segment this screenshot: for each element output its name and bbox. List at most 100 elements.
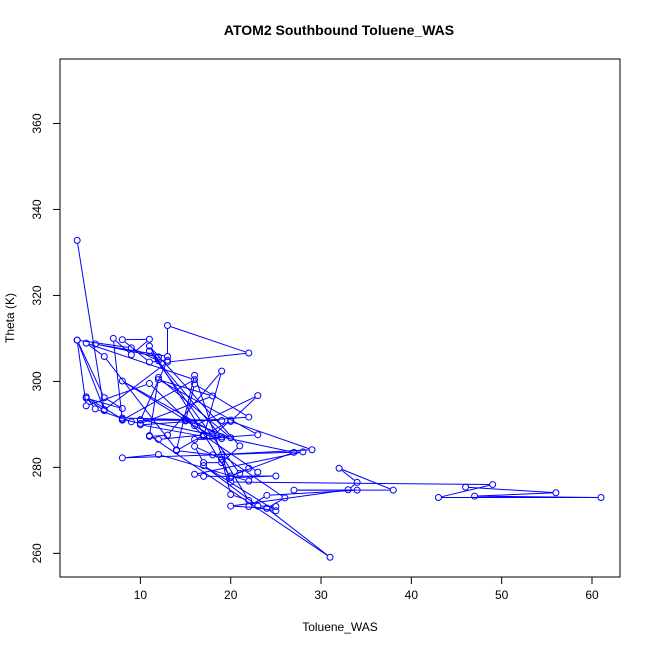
data-point <box>118 404 126 412</box>
data-point <box>145 380 153 388</box>
data-point <box>272 503 280 511</box>
y-tick-label: 340 <box>30 199 44 219</box>
data-point <box>100 394 108 402</box>
data-point <box>200 472 208 480</box>
data-point <box>191 376 199 384</box>
data-point <box>191 422 199 430</box>
series-segment <box>251 496 265 506</box>
data-point <box>100 352 108 360</box>
data-point <box>118 416 126 424</box>
series-segment <box>204 374 222 434</box>
data-point <box>118 336 126 344</box>
data-point <box>245 349 253 357</box>
series-segment <box>152 434 165 437</box>
plot-frame <box>59 58 621 578</box>
series-segment <box>77 243 105 408</box>
data-point <box>163 431 171 439</box>
data-point <box>227 417 235 425</box>
series-segment <box>234 481 490 486</box>
data-point <box>91 340 99 348</box>
y-tick-label: 320 <box>30 285 44 305</box>
data-point <box>218 367 226 375</box>
data-point <box>227 478 235 486</box>
y-axis: 260 280 300 320 340 360 <box>30 113 61 563</box>
series-segment <box>185 387 195 418</box>
data-point <box>118 414 126 422</box>
data-point <box>281 494 289 502</box>
series-segment <box>197 434 255 440</box>
data-point <box>290 448 298 456</box>
data-point <box>191 470 199 478</box>
data-point <box>335 464 343 472</box>
data-point <box>191 380 199 388</box>
x-axis: 10 20 30 40 50 60 <box>134 576 599 602</box>
series-segment <box>176 378 195 447</box>
data-point <box>236 442 244 450</box>
data-point <box>154 357 162 365</box>
x-tick-label: 60 <box>585 588 599 602</box>
series-segment <box>87 399 94 407</box>
data-point <box>218 459 226 467</box>
data-point <box>254 431 262 439</box>
data-point <box>154 353 162 361</box>
series-segment <box>89 398 120 409</box>
series-segment <box>222 457 248 498</box>
points-layer <box>73 236 605 561</box>
data-point <box>254 502 262 510</box>
series-segment <box>233 422 309 450</box>
data-point <box>200 459 208 467</box>
data-point <box>245 503 253 511</box>
x-tick-label: 20 <box>224 588 238 602</box>
series-segment <box>477 495 598 498</box>
data-point <box>227 502 235 510</box>
series-segment <box>197 474 201 477</box>
series-segment <box>143 396 210 423</box>
series-segment <box>224 456 283 497</box>
data-point <box>173 446 181 454</box>
data-point <box>245 413 253 421</box>
x-tick-label: 10 <box>134 588 148 602</box>
series-segment <box>341 469 355 481</box>
data-point <box>227 474 235 482</box>
data-point <box>290 486 298 494</box>
data-point <box>136 416 144 424</box>
data-point <box>200 462 208 470</box>
data-point <box>227 490 235 498</box>
data-point <box>552 489 560 497</box>
data-point <box>254 468 262 476</box>
data-point <box>263 504 271 512</box>
series-segment <box>98 409 129 422</box>
data-point <box>136 420 144 428</box>
data-point <box>209 392 217 400</box>
series-segment <box>232 397 256 420</box>
series-segment <box>170 352 246 363</box>
data-point <box>218 417 226 425</box>
series-segment <box>195 378 231 479</box>
data-point <box>326 553 334 561</box>
data-point <box>154 435 162 443</box>
data-point <box>227 434 235 442</box>
data-point <box>299 448 307 456</box>
series-segment <box>170 326 246 353</box>
data-point <box>308 446 316 454</box>
y-tick-label: 280 <box>30 457 44 477</box>
series-segment <box>441 484 490 498</box>
series-segment <box>269 509 328 556</box>
series-segment <box>161 380 210 396</box>
data-point <box>389 486 397 494</box>
data-point <box>245 464 253 472</box>
x-tick-label: 40 <box>405 588 419 602</box>
data-point <box>127 351 135 359</box>
series-segment <box>350 484 355 488</box>
data-point <box>353 486 361 494</box>
series-segment <box>477 492 553 497</box>
data-point <box>597 493 605 501</box>
data-point <box>272 472 280 480</box>
series-segment <box>98 344 165 357</box>
series-segment <box>88 344 102 355</box>
data-point <box>145 335 153 343</box>
chart-title: ATOM2 Southbound Toluene_WAS <box>224 22 454 38</box>
series-segment <box>222 462 231 492</box>
series-segment <box>179 450 210 456</box>
